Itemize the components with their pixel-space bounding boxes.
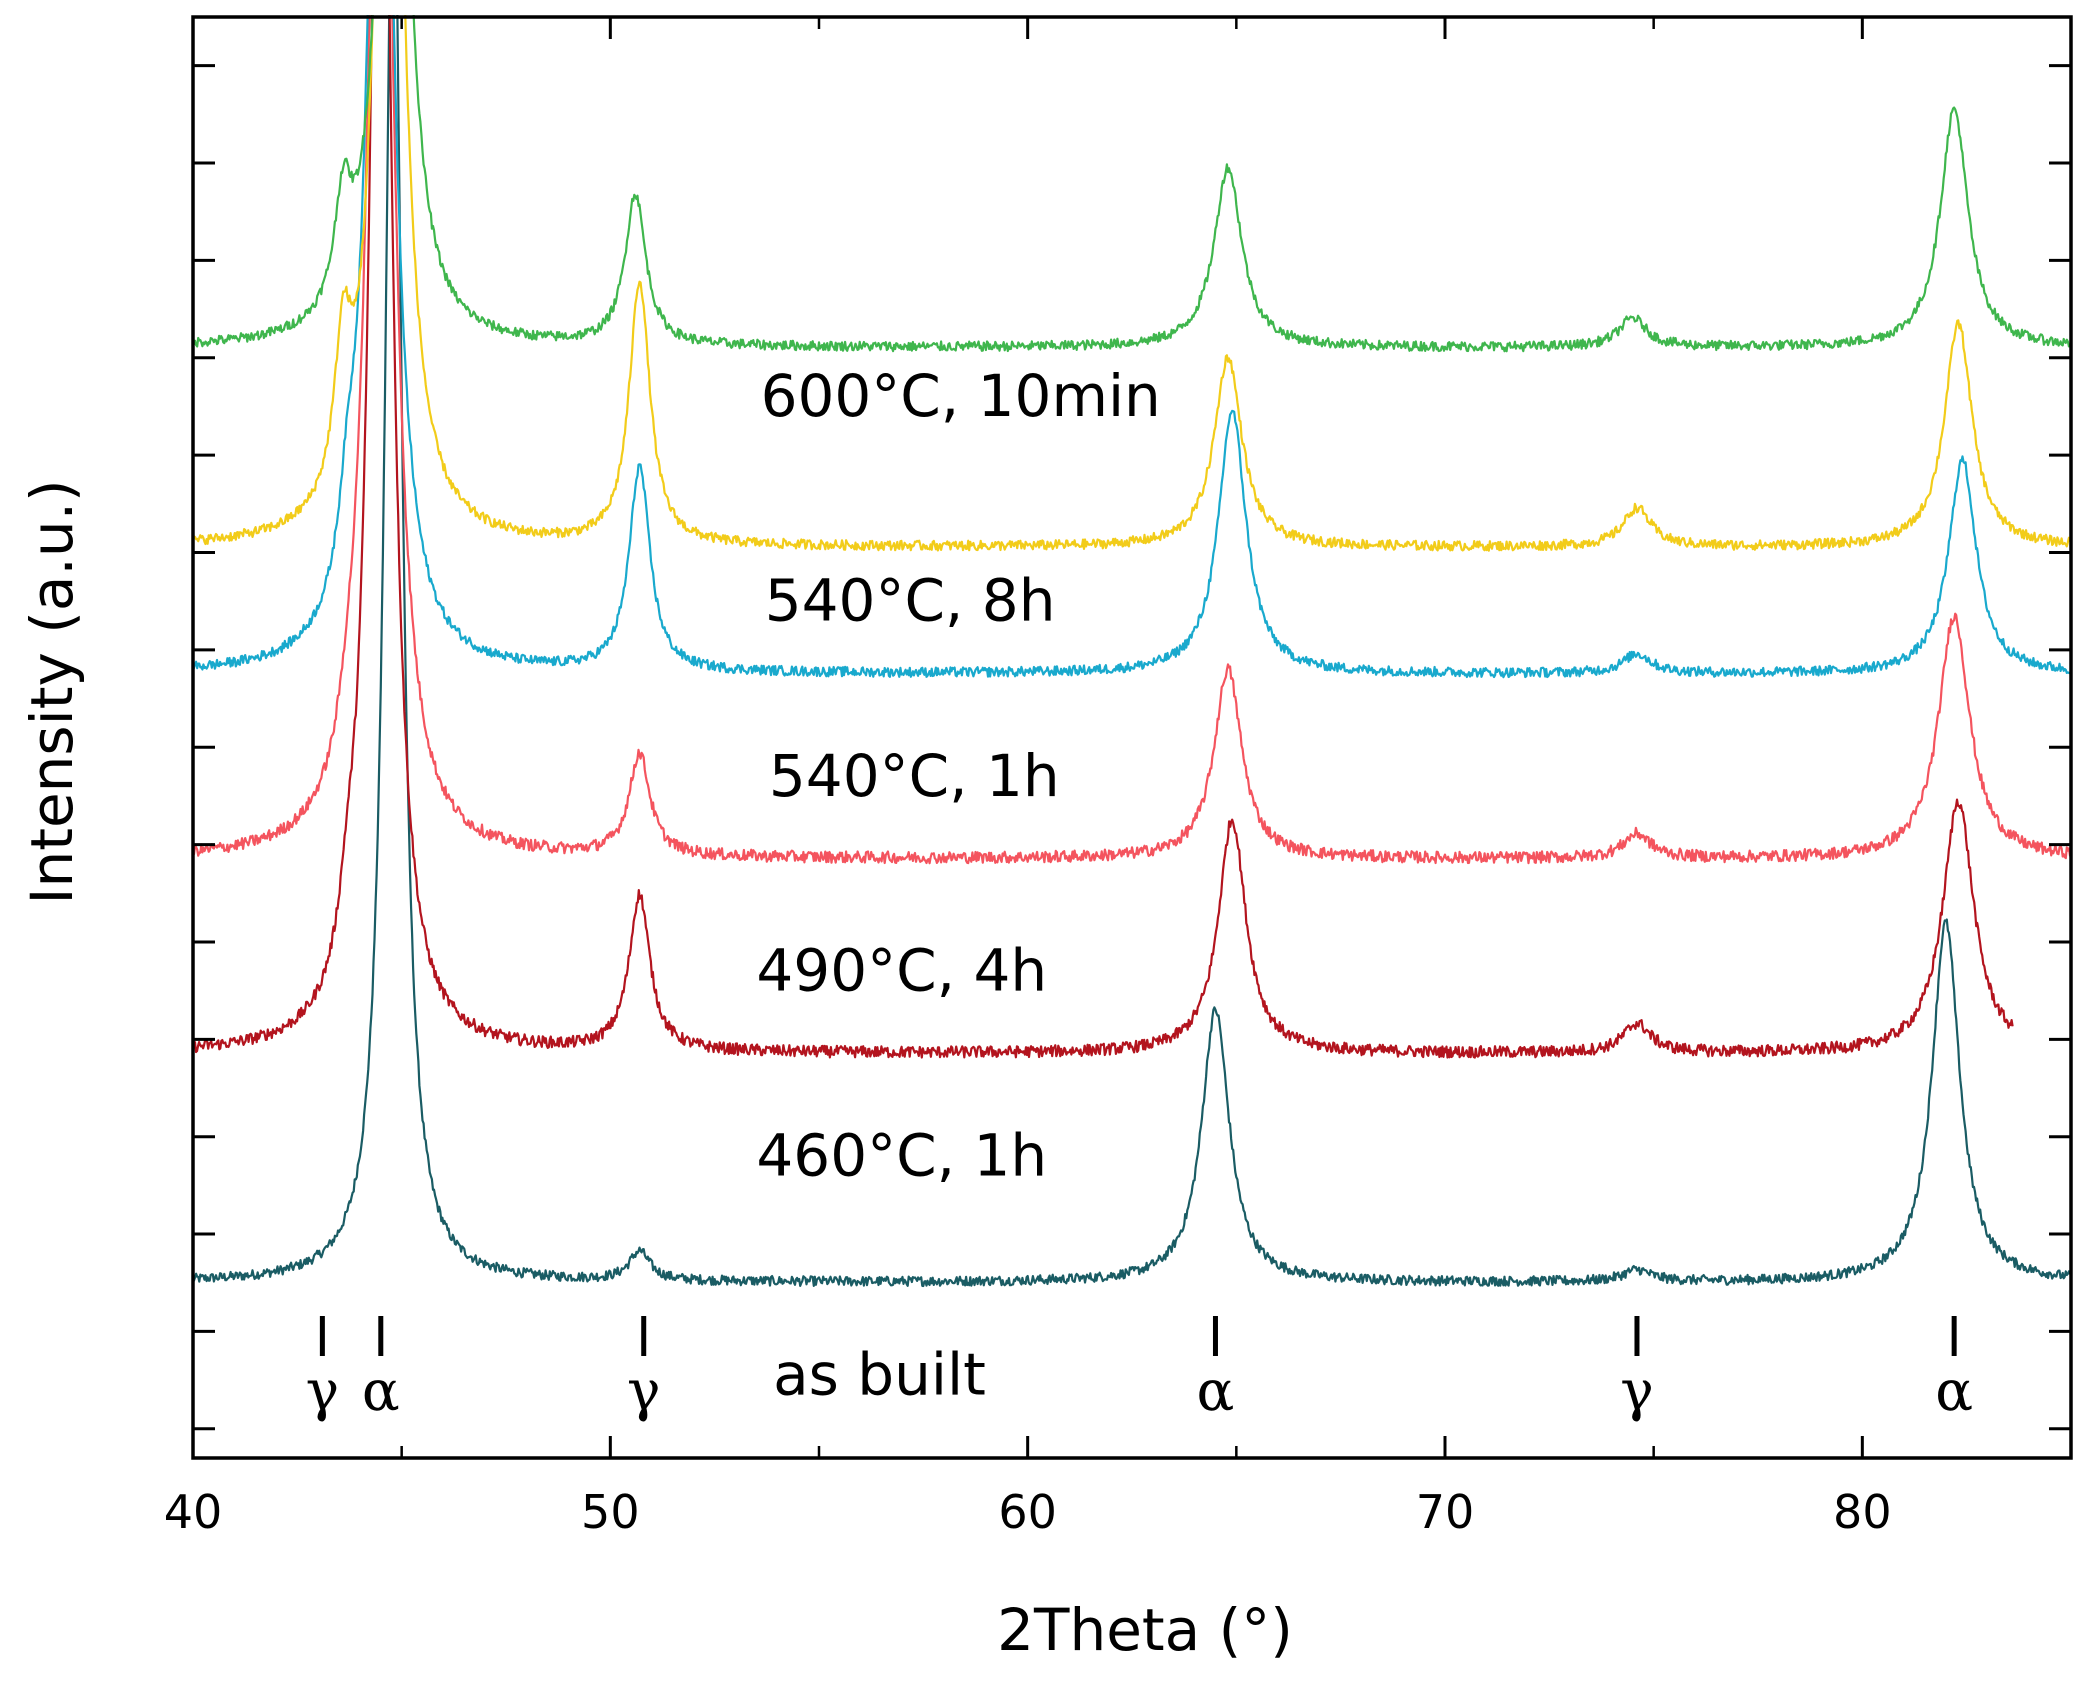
x-tick-label-50: 50 <box>581 1485 640 1539</box>
curve-label-1: 540°C, 8h <box>765 567 1056 635</box>
phase-label-2: γ <box>627 1359 660 1424</box>
curve-label-0: 600°C, 10min <box>761 362 1161 430</box>
series-line-5 <box>193 15 2071 353</box>
series-group <box>193 15 2071 1288</box>
phase-label-3: α <box>1197 1359 1235 1424</box>
curve-label-4: 460°C, 1h <box>756 1122 1047 1190</box>
x-axis-title: 2Theta (°) <box>997 1596 1293 1664</box>
plot-frame <box>191 15 2073 1460</box>
series-line-4 <box>193 15 2071 552</box>
phase-label-4: γ <box>1620 1359 1653 1424</box>
phase-label-5: α <box>1935 1359 1973 1424</box>
x-tick-label-70: 70 <box>1416 1485 1475 1539</box>
phase-label-1: α <box>362 1359 400 1424</box>
phase-label-0: γ <box>306 1359 339 1424</box>
curve-label-2: 540°C, 1h <box>769 742 1060 810</box>
x-tick-label-60: 60 <box>998 1485 1057 1539</box>
curve-label-3: 490°C, 4h <box>756 937 1047 1005</box>
series-line-2 <box>193 15 2071 865</box>
curve-labels: 600°C, 10min 540°C, 8h 540°C, 1h 490°C, 4h 4… <box>756 362 1160 1409</box>
x-tick-label-40: 40 <box>164 1485 223 1539</box>
series-line-3 <box>193 15 2071 679</box>
y-axis-title: Intensity (a.u.) <box>18 479 86 904</box>
x-tick-label-80: 80 <box>1833 1485 1892 1539</box>
series-line-0 <box>193 15 2071 1288</box>
curve-label-5: as built <box>773 1341 986 1409</box>
axes: 40 50 60 70 80 <box>164 15 2073 1539</box>
series-line-1 <box>193 15 2014 1059</box>
